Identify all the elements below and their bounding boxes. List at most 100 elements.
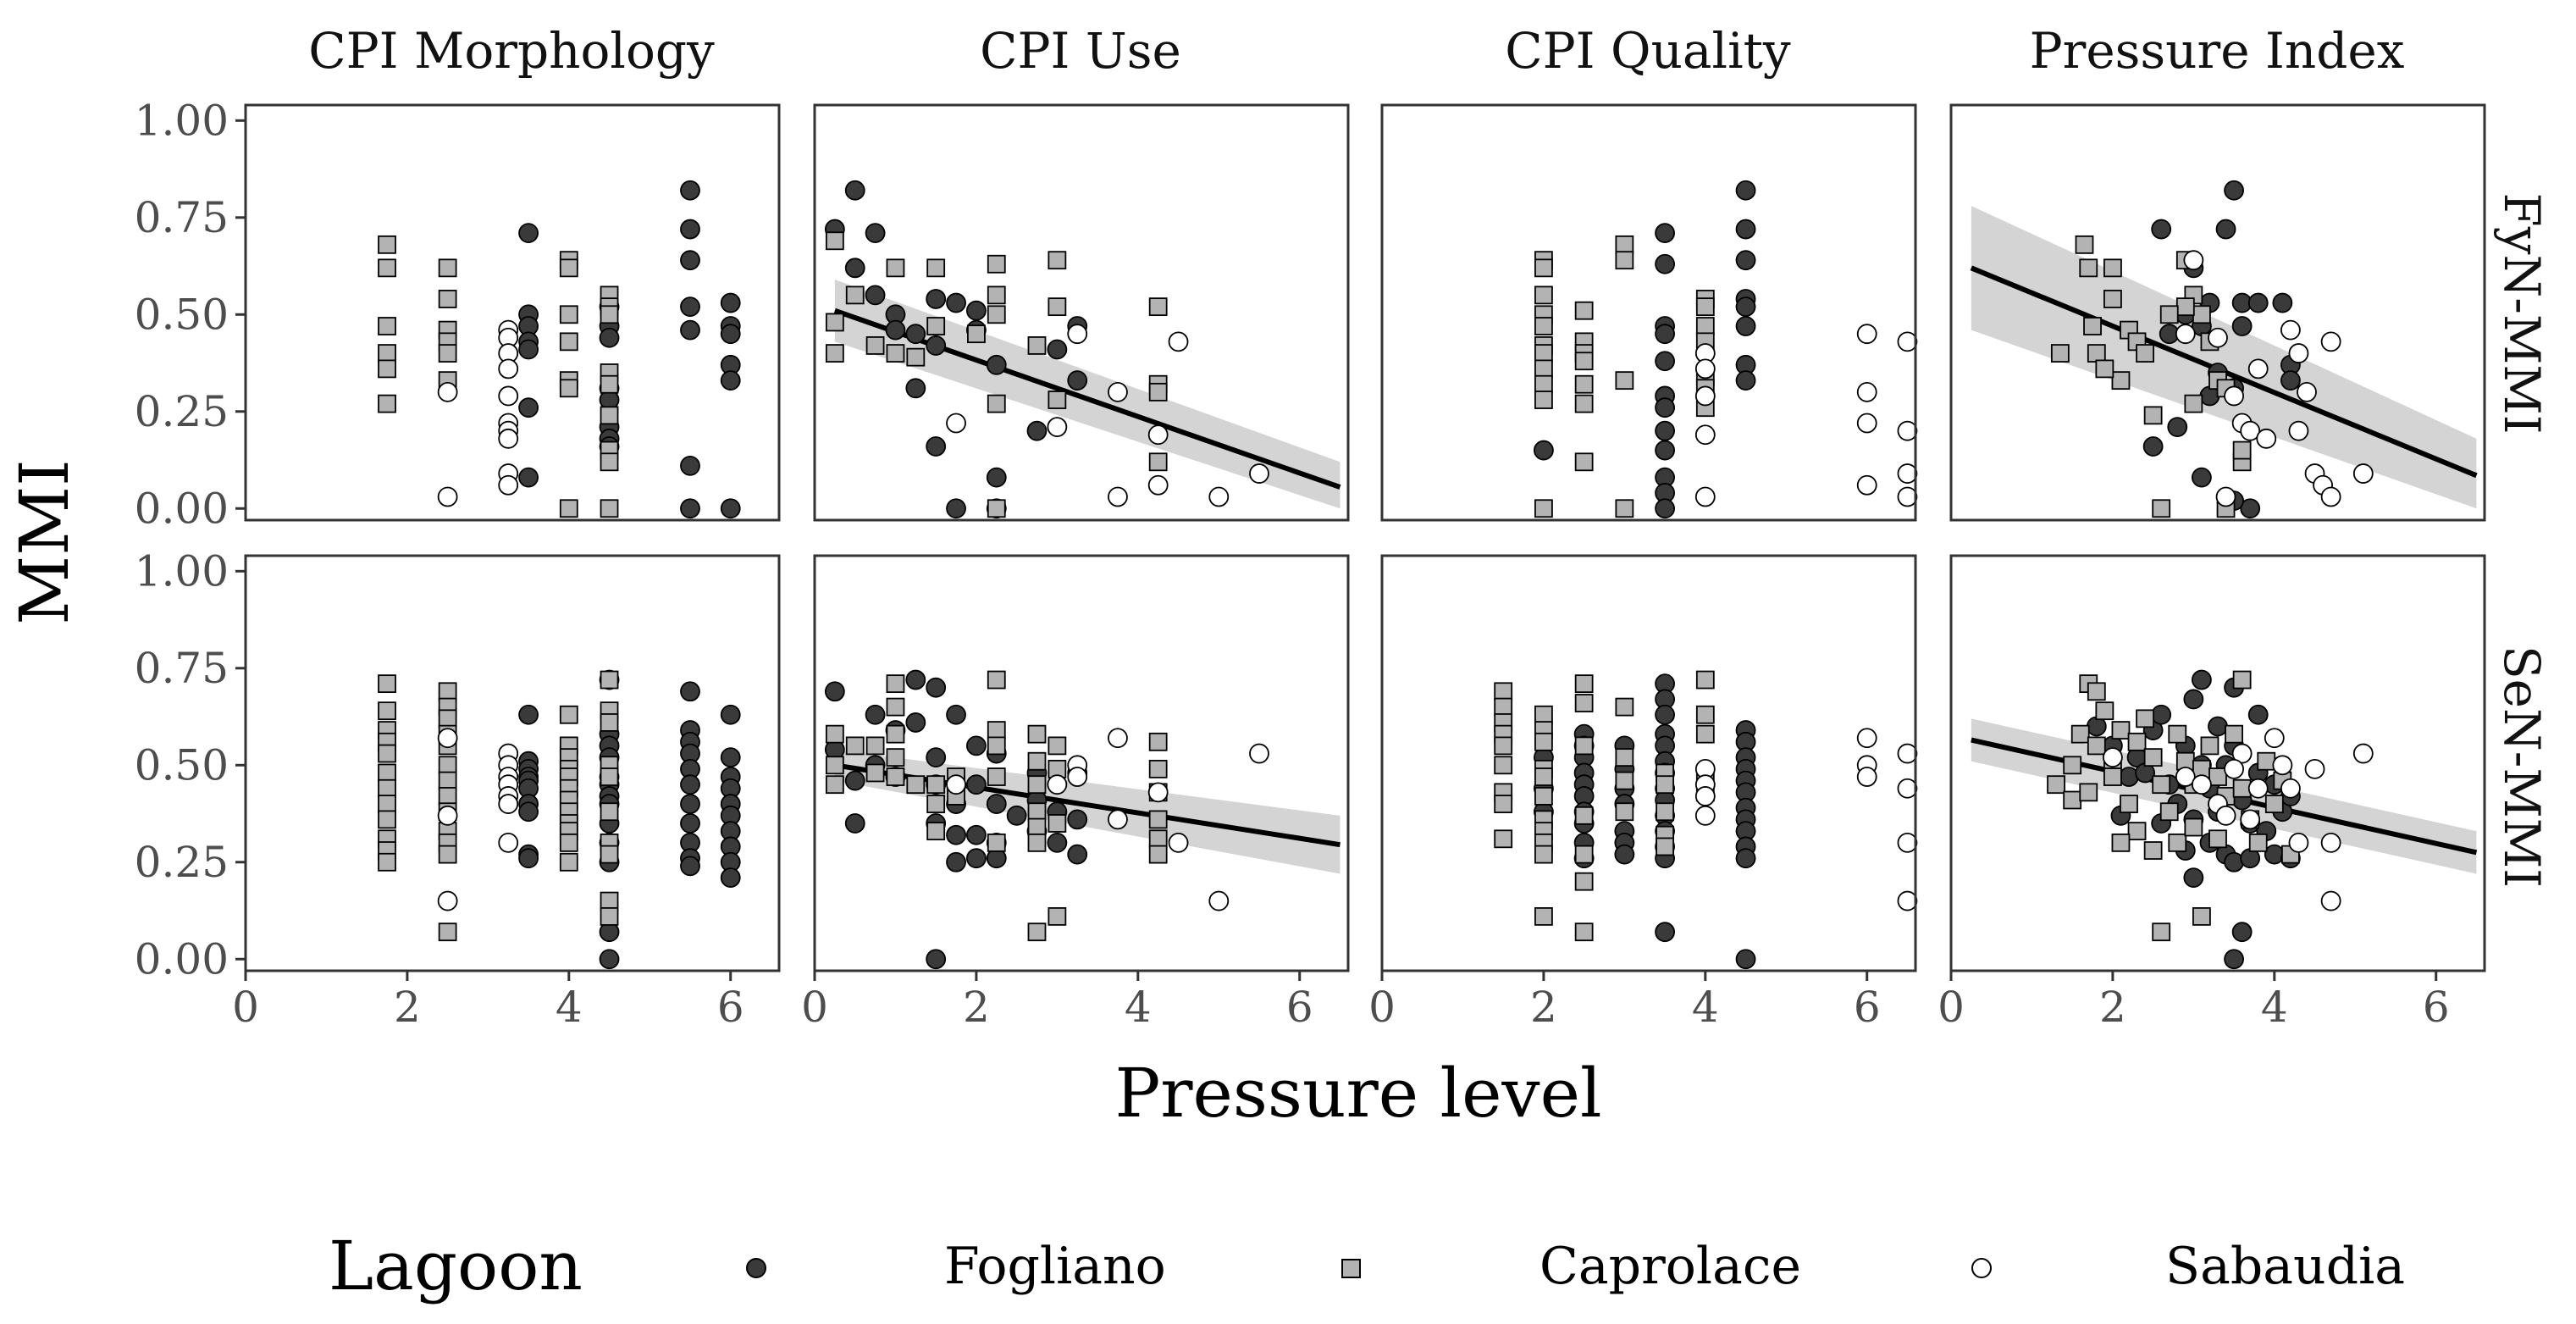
point-caprolace [1534, 285, 1553, 305]
panel-grid: 0.00 0.25 0.50 0.75 1.00 0.00 0.25 0.50 0.75 1.00… [135, 96, 2486, 1032]
point-sabaudia [2256, 428, 2277, 449]
point-caprolace [559, 258, 578, 278]
point-sabaudia [1897, 890, 1918, 911]
point-caprolace [600, 374, 619, 394]
point-caprolace [2103, 258, 2122, 278]
panel-sen-mmi-cpi-quality: 0 2 4 6 [1368, 554, 1918, 1032]
point-fogliano [844, 813, 865, 834]
point-caprolace [825, 775, 844, 795]
point-fogliano [518, 397, 539, 418]
panel-border [1380, 554, 1917, 972]
point-fogliano [518, 467, 539, 488]
point-sabaudia [2320, 331, 2341, 352]
point-caprolace [1148, 759, 1168, 778]
point-caprolace [886, 258, 905, 278]
point-sabaudia [1694, 786, 1716, 806]
point-caprolace [2136, 344, 2154, 363]
point-sabaudia [1108, 486, 1128, 507]
point-caprolace [1048, 297, 1067, 317]
point-caprolace [2152, 775, 2171, 795]
point-caprolace [1048, 736, 1067, 756]
point-caprolace [2111, 833, 2131, 852]
point-caprolace [1656, 775, 1674, 795]
point-caprolace [825, 756, 844, 775]
point-caprolace [1615, 697, 1634, 717]
panel-fyn-mmi-cpi-morphology: 0.00 0.25 0.50 0.75 1.00 [135, 96, 781, 533]
point-caprolace [600, 906, 619, 926]
point-fogliano [518, 223, 539, 244]
point-caprolace [1574, 736, 1594, 756]
point-caprolace [2075, 235, 2094, 254]
point-sabaudia [2208, 327, 2228, 348]
point-fogliano [1026, 420, 1048, 441]
point-sabaudia [946, 413, 966, 434]
point-caprolace [600, 406, 619, 425]
point-caprolace [1574, 374, 1594, 394]
point-sabaudia [1856, 728, 1877, 749]
point-fogliano [1735, 250, 1756, 271]
point-fogliano [966, 735, 987, 756]
point-caprolace [1027, 775, 1047, 795]
point-caprolace [825, 313, 844, 332]
point-fogliano [2183, 689, 2204, 710]
point-caprolace [559, 305, 578, 324]
point-caprolace [1534, 359, 1553, 379]
legend-label-fogliano: Fogliano [944, 1237, 1166, 1296]
point-sabaudia [1856, 474, 1877, 496]
point-fogliano [1047, 832, 1068, 853]
point-fogliano [946, 824, 966, 845]
point-caprolace [886, 674, 905, 694]
point-fogliano [865, 223, 886, 244]
point-sabaudia [1067, 767, 1088, 787]
point-fogliano [966, 824, 987, 845]
point-caprolace [865, 736, 885, 756]
point-sabaudia [498, 832, 519, 853]
point-fogliano [518, 801, 539, 823]
point-fogliano [926, 289, 947, 309]
point-fogliano [680, 219, 700, 240]
legend-key-fogliano [746, 1258, 766, 1278]
point-caprolace [2111, 371, 2131, 391]
point-caprolace [2087, 682, 2106, 701]
point-caprolace [886, 344, 905, 363]
point-caprolace [600, 802, 619, 822]
point-fogliano [824, 681, 845, 702]
point-caprolace [2103, 767, 2122, 786]
point-caprolace [600, 891, 619, 911]
point-caprolace [378, 258, 396, 278]
point-caprolace [2143, 406, 2163, 425]
point-sabaudia [2288, 343, 2309, 363]
point-caprolace [2257, 751, 2276, 771]
point-fogliano [986, 354, 1007, 375]
point-caprolace [378, 810, 396, 829]
point-fogliano [518, 704, 539, 725]
point-sabaudia [1897, 743, 1918, 764]
point-fogliano [680, 296, 700, 318]
point-sabaudia [2240, 809, 2261, 830]
point-caprolace [600, 845, 619, 864]
panel-sen-mmi-pressure-index: 0 2 4 6 [1938, 554, 2486, 1032]
point-caprolace [1534, 374, 1553, 394]
point-caprolace [2159, 305, 2179, 324]
point-caprolace [2200, 736, 2219, 756]
point-sabaudia [2264, 728, 2285, 749]
x-tick-label: 0 [232, 983, 259, 1032]
panel-border [813, 554, 1350, 972]
point-caprolace [559, 833, 578, 852]
point-caprolace [2225, 724, 2243, 744]
point-caprolace [926, 317, 946, 335]
point-caprolace [2087, 344, 2106, 363]
y-tick-label: 0.50 [135, 290, 229, 339]
point-sabaudia [1168, 832, 1189, 853]
point-caprolace [1615, 748, 1634, 767]
point-caprolace [2168, 724, 2187, 744]
point-sabaudia [1897, 331, 1918, 352]
point-caprolace [1615, 251, 1634, 270]
point-sabaudia [437, 381, 458, 402]
y-tick-label: 0.75 [135, 644, 229, 693]
point-sabaudia [2288, 420, 2309, 441]
panel-border [244, 103, 781, 522]
point-fogliano [2280, 370, 2301, 391]
point-fogliano [926, 436, 947, 457]
